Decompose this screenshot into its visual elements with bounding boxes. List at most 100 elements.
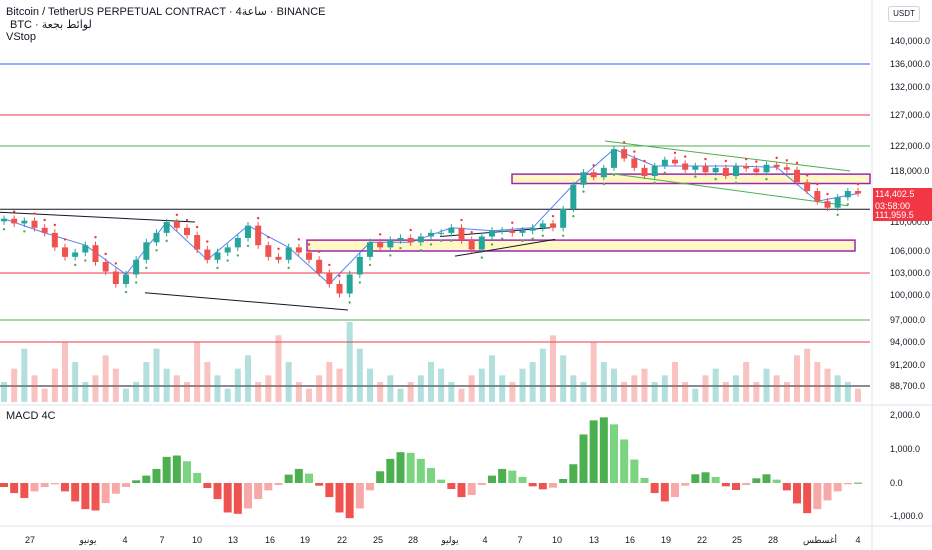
- vstop-dot: [470, 230, 473, 234]
- volume-bar: [539, 348, 546, 402]
- time-axis-label: 4: [122, 535, 127, 545]
- candle: [550, 223, 556, 228]
- vstop-dot: [775, 156, 778, 160]
- indicator-label-vstop[interactable]: VStop: [6, 31, 36, 43]
- candle: [702, 166, 709, 173]
- volume-bar: [763, 368, 770, 402]
- volume-bar: [468, 375, 475, 402]
- macd-bar: [20, 483, 29, 499]
- vstop-dot: [673, 151, 677, 155]
- volume-bar: [387, 375, 394, 402]
- macd-bar: [81, 483, 90, 510]
- time-axis-label: 10: [552, 535, 562, 545]
- price-axis-label: 136,000.0: [890, 59, 930, 69]
- candle: [82, 245, 89, 253]
- candle: [133, 259, 140, 275]
- candle: [102, 262, 109, 272]
- macd-bar: [111, 483, 120, 494]
- candle: [123, 274, 129, 284]
- candle: [794, 169, 800, 183]
- volume-bar: [600, 362, 607, 402]
- macd-bar: [498, 468, 507, 483]
- candle: [844, 191, 851, 198]
- volume-bar: [712, 368, 719, 402]
- price-axis-label: 110,000.0: [890, 217, 929, 227]
- macd-bar: [254, 483, 263, 500]
- macd-bar: [325, 483, 334, 498]
- zigzag-line: [3, 148, 859, 285]
- candle: [92, 245, 99, 262]
- volume-bar: [682, 382, 689, 402]
- volume-bar: [143, 362, 150, 402]
- macd-bar: [172, 455, 181, 483]
- volume-bar: [326, 362, 333, 402]
- zone-1: [306, 239, 856, 252]
- vstop-dot: [490, 243, 494, 246]
- zone-0: [511, 173, 871, 185]
- indicator-label-macd[interactable]: MACD 4C: [6, 410, 56, 422]
- macd-bar: [193, 472, 202, 483]
- volume-bar: [265, 375, 272, 402]
- time-axis-label: 19: [661, 535, 671, 545]
- macd-bar: [691, 474, 700, 483]
- volume-bar: [824, 368, 831, 402]
- candle: [834, 197, 841, 208]
- candle: [560, 209, 567, 228]
- macd-bar: [457, 483, 466, 498]
- vstop-dot: [602, 182, 606, 186]
- macd-bar: [305, 473, 313, 483]
- chart-title: Bitcoin / TetherUS PERPETUAL CONTRACT · …: [6, 6, 326, 18]
- candle: [855, 191, 861, 194]
- time-axis-label: 7: [159, 535, 164, 545]
- macd-bar: [467, 483, 476, 496]
- macd-bar: [437, 479, 446, 483]
- macd-bar: [396, 452, 405, 483]
- volume-bar: [672, 362, 678, 402]
- macd-bar: [406, 452, 415, 483]
- trendline-3: [609, 173, 849, 207]
- candle: [509, 230, 516, 233]
- time-axis-label: يوليو: [440, 535, 459, 546]
- candle: [621, 149, 628, 159]
- macd-bar: [284, 474, 293, 483]
- candle: [651, 166, 658, 176]
- volume-bar: [306, 388, 312, 402]
- macd-bar: [142, 475, 151, 483]
- macd-bar: [30, 483, 39, 492]
- vstop-dot: [246, 244, 250, 248]
- vstop-dot: [277, 247, 280, 251]
- vstop-dot: [267, 236, 270, 239]
- candle: [580, 172, 587, 185]
- macd-bar: [355, 483, 364, 509]
- vstop-dot: [795, 161, 799, 165]
- macd-bar: [0, 483, 8, 488]
- macd-bar: [630, 459, 639, 483]
- vstop-dot: [460, 218, 463, 222]
- candle: [346, 274, 353, 294]
- volume-bar: [72, 362, 79, 402]
- macd-bar: [711, 476, 720, 483]
- macd-bar: [772, 479, 781, 483]
- vstop-dot: [653, 181, 656, 185]
- currency-button[interactable]: USDT: [888, 6, 920, 22]
- price-axis-label: 122,000.0: [890, 141, 930, 151]
- price-axis-label: 88,700.0: [890, 381, 925, 391]
- macd-bar: [315, 483, 324, 486]
- candle: [184, 227, 190, 236]
- vstop-dot: [633, 150, 636, 153]
- vstop-dot: [23, 230, 26, 233]
- volume-bar: [62, 342, 68, 402]
- volume-bar: [458, 388, 465, 402]
- candle: [163, 222, 170, 233]
- macd-bar: [345, 483, 354, 519]
- volume-bar: [367, 368, 373, 402]
- volume-bar: [702, 375, 709, 402]
- time-axis-label: 28: [768, 535, 778, 545]
- time-axis-label: 4: [855, 535, 860, 545]
- candle: [72, 252, 79, 257]
- macd-bar: [71, 483, 80, 502]
- volume-bar: [448, 382, 455, 402]
- candle: [682, 163, 689, 170]
- vstop-dot: [500, 237, 504, 240]
